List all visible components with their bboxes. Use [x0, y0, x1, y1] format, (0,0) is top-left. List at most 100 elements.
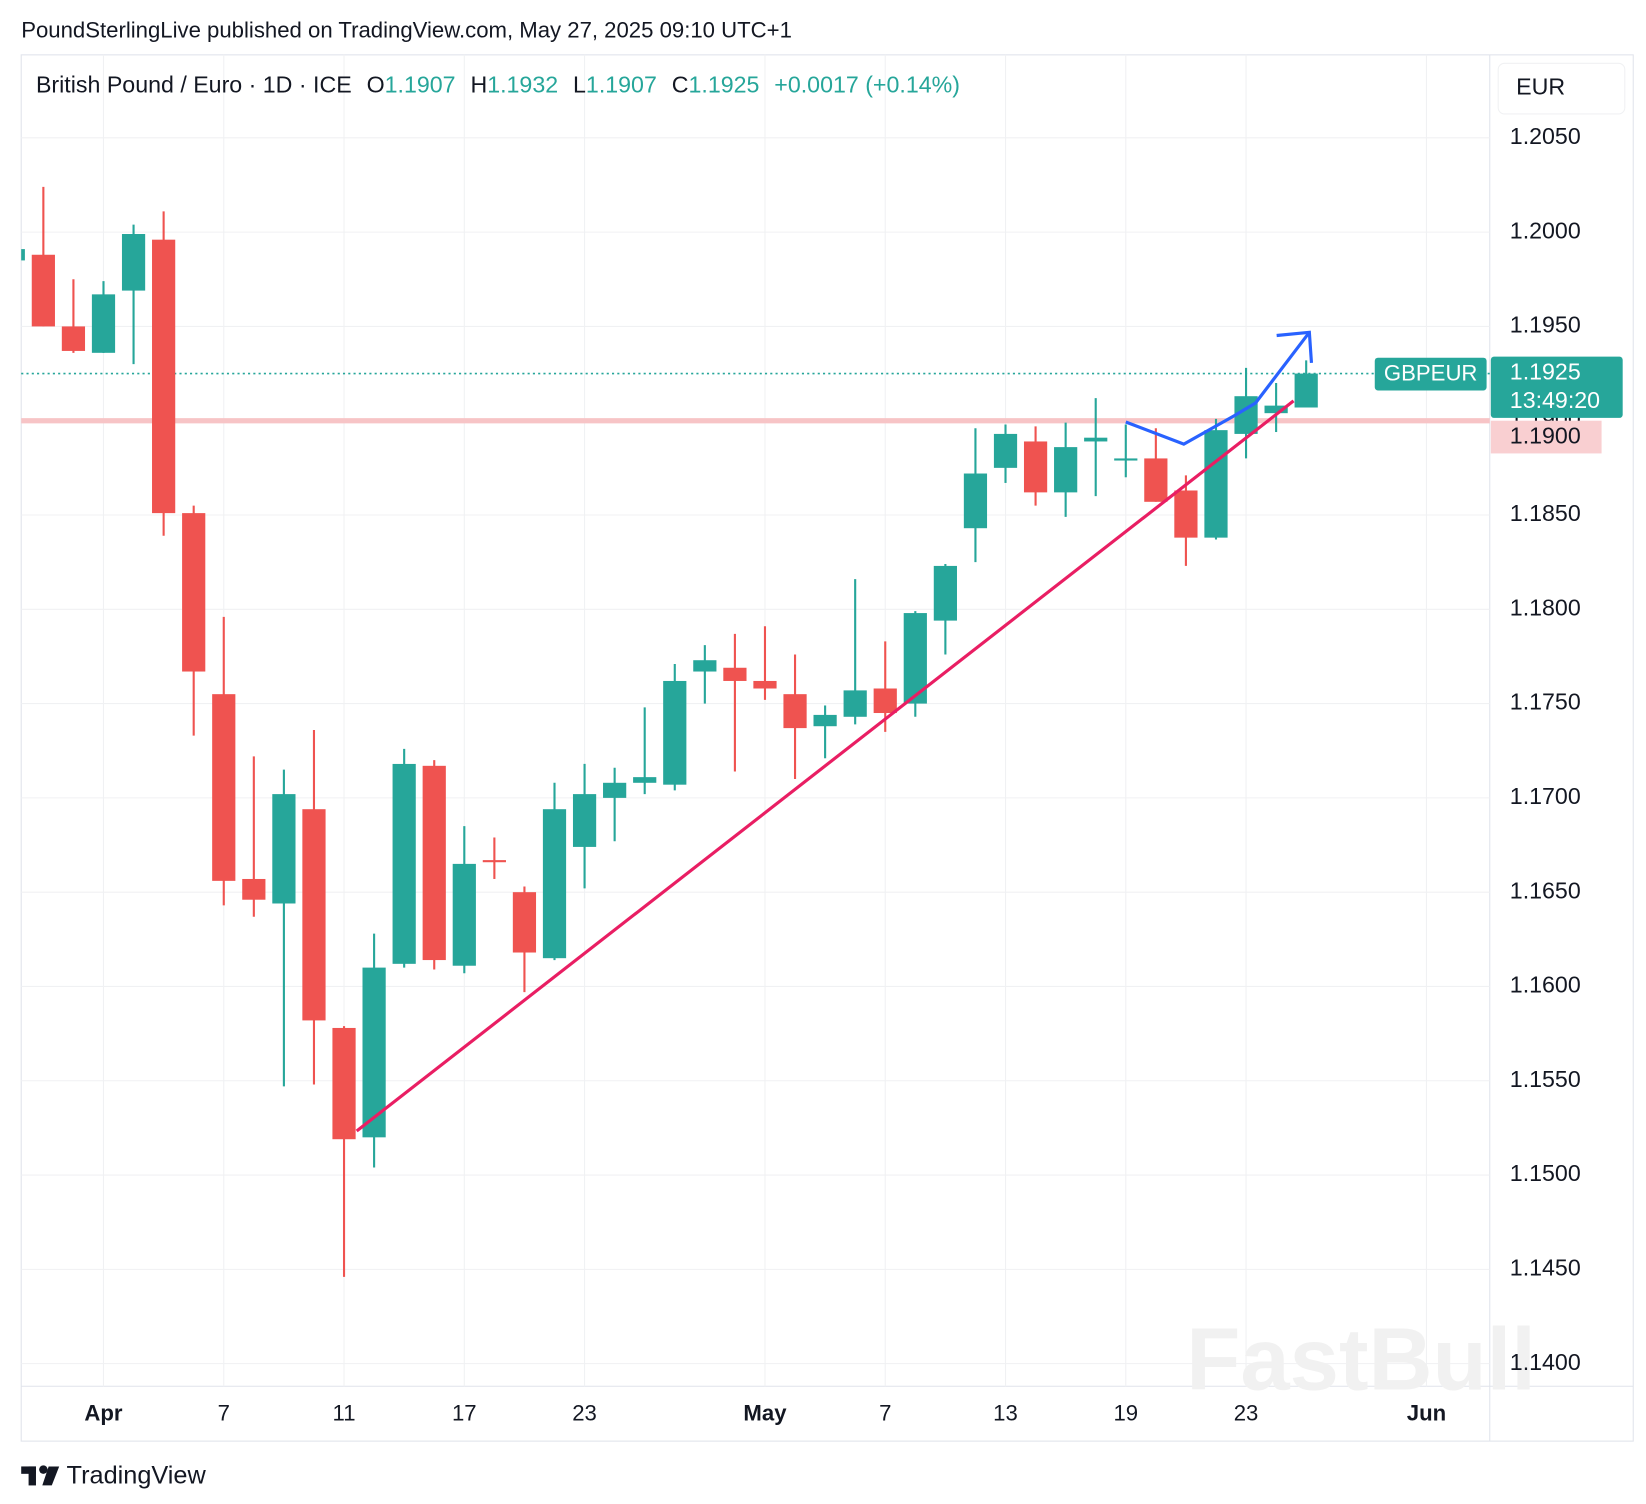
- x-tick-label: 11: [333, 1401, 356, 1426]
- arrow-head: [1276, 330, 1314, 364]
- candle-body: [843, 690, 867, 717]
- candle-body: [1023, 441, 1048, 493]
- footer-brand: TradingView: [67, 1462, 207, 1490]
- ohlc-letter: L: [573, 72, 586, 98]
- candle-body: [783, 694, 807, 729]
- x-tick-label: Jun: [1407, 1401, 1446, 1426]
- candle-body: [1054, 447, 1078, 493]
- candle-body: [242, 878, 266, 900]
- candle-body: [663, 680, 687, 785]
- x-tick-label: 7: [879, 1401, 891, 1426]
- candle-body: [362, 967, 386, 1138]
- candle-body: [272, 794, 296, 904]
- candle-body: [1114, 458, 1138, 461]
- last-price-label: 1.1925: [1510, 359, 1581, 385]
- y-tick-label: 1.1500: [1510, 1160, 1581, 1186]
- grid: [21, 54, 1490, 1387]
- candle-body: [693, 660, 717, 672]
- ohlc-value: 1.1907: [385, 72, 456, 98]
- candle-body: [723, 667, 747, 681]
- x-tick-label: 23: [1234, 1401, 1259, 1426]
- legend-title: British Pound / Euro · 1D · ICE: [36, 72, 352, 98]
- y-tick-label: 1.1750: [1510, 689, 1581, 715]
- x-tick-label: Apr: [84, 1401, 123, 1426]
- x-tick-label: 17: [452, 1401, 477, 1426]
- y-tick-label: 1.1650: [1510, 877, 1581, 903]
- y-tick-label: 1.2050: [1510, 123, 1581, 149]
- level-label: 1.1900: [1510, 423, 1581, 449]
- y-tick-label: 1.1800: [1510, 594, 1581, 620]
- candle-body: [933, 565, 957, 621]
- candle-body: [1084, 437, 1108, 442]
- currency-button[interactable]: [1497, 62, 1626, 115]
- projection-arrow: [1125, 331, 1311, 446]
- ohlc-value: 1.1907: [586, 72, 657, 98]
- watermark: FastBull: [1186, 1310, 1536, 1409]
- y-tick-label: 1.1600: [1510, 972, 1581, 998]
- y-tick-label: 1.1400: [1510, 1349, 1581, 1375]
- ohlc-letter: C: [672, 72, 689, 98]
- x-tick-label: 23: [572, 1401, 597, 1426]
- candle-body: [121, 234, 146, 291]
- x-tick-label: 7: [218, 1401, 230, 1426]
- candle-body: [1204, 430, 1228, 538]
- countdown-label: 13:49:20: [1510, 387, 1600, 413]
- axes: 1.1400 1.1450 1.1500 1.1550 1.1600 1.1650 1.17…: [84, 123, 1623, 1426]
- candle-body: [1144, 458, 1168, 502]
- change-label: +0.0017 (+0.14%): [774, 72, 960, 98]
- level-label-box: [1490, 420, 1602, 454]
- candle-body: [91, 294, 116, 353]
- candle-body: [332, 1027, 356, 1140]
- ohlc-value: 1.1932: [487, 72, 558, 98]
- candle-body: [212, 694, 236, 881]
- y-tick-label: 1.1950: [1510, 312, 1581, 338]
- candle-body: [512, 892, 537, 953]
- y-tick-label: 1.1700: [1510, 783, 1581, 809]
- candle-body: [152, 239, 176, 514]
- candle-body: [993, 433, 1018, 468]
- ohlc-value: 1.1925: [688, 72, 759, 98]
- legend-header: British Pound / Euro · 1D · ICE O1.1907 …: [36, 72, 960, 98]
- x-tick-label: May: [743, 1401, 787, 1426]
- chart-frame: [20, 54, 1634, 1442]
- trend-line: [355, 399, 1295, 1133]
- ohlc-letter: H: [470, 72, 487, 98]
- y-tick-label: 1.1550: [1510, 1066, 1581, 1092]
- candle-body: [452, 863, 476, 966]
- footer-logo: [21, 1465, 60, 1486]
- candle-body: [392, 763, 416, 964]
- candle-body: [21, 249, 25, 261]
- candle-body: [813, 714, 837, 727]
- candle-body: [572, 794, 597, 847]
- publisher-line: PoundSterlingLive published on TradingVi…: [21, 17, 792, 42]
- candle-body: [182, 513, 206, 672]
- candle-body: [422, 765, 446, 961]
- y-tick-label: 1.1450: [1510, 1254, 1581, 1280]
- candle-body: [753, 680, 777, 689]
- candle-body: [1264, 405, 1288, 414]
- candle-body: [963, 473, 988, 529]
- candle-body: [633, 777, 657, 783]
- symbol-label: GBPEUR: [1384, 360, 1478, 385]
- symbol-box: [1374, 357, 1487, 391]
- currency-label[interactable]: EUR: [1516, 74, 1565, 100]
- candle-body: [1294, 373, 1318, 408]
- candles: [21, 186, 1318, 1277]
- x-tick-label: 13: [993, 1401, 1018, 1426]
- levels: [21, 372, 1490, 424]
- last-price-box: [1490, 356, 1623, 418]
- candle-body: [903, 613, 927, 704]
- candle-body: [873, 688, 897, 714]
- candle-body: [31, 254, 55, 327]
- ohlc-letter: O: [367, 72, 385, 98]
- y-tick-label: 1.1850: [1510, 500, 1581, 526]
- candle-body: [482, 860, 506, 863]
- y-tick-label: 1.2000: [1510, 217, 1581, 243]
- candle-body: [542, 809, 567, 959]
- candle-body: [302, 809, 326, 1021]
- candle-body: [1174, 490, 1198, 538]
- candle-body: [603, 782, 627, 798]
- candle-body: [61, 326, 86, 351]
